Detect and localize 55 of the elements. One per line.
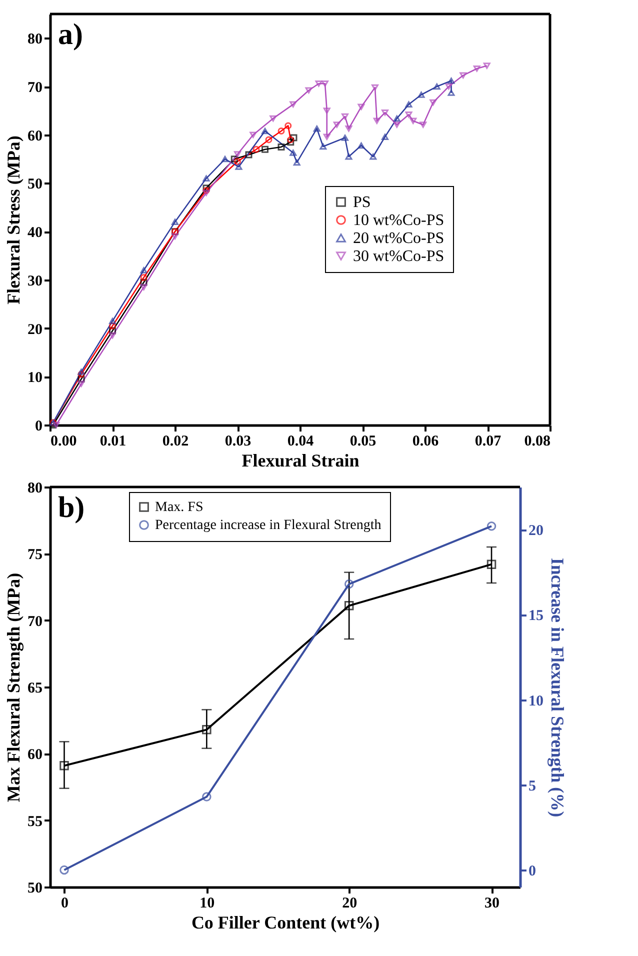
x-tick-label: 0.08 (524, 434, 550, 450)
y-tick-label: 70 (28, 80, 42, 96)
legend-label: 10 wt%Co-PS (353, 212, 444, 229)
x-tick-label: 10 (200, 896, 215, 912)
point (202, 725, 212, 734)
y-tick-label: 10 (28, 370, 42, 386)
point (344, 601, 354, 610)
y2-tick-label: 5 (528, 778, 536, 794)
y-tick-label: 80 (28, 480, 42, 496)
x-tick-label: 0.07 (474, 434, 502, 450)
legend-label: PS (353, 194, 371, 211)
legend-label: Max. FS (155, 500, 204, 515)
legend-label: Percentage increase in Flexural Strength (155, 518, 382, 533)
y-tick-label: 60 (28, 747, 42, 764)
y-tick-label: 0 (35, 418, 42, 434)
y2-tick-label: 0 (528, 863, 536, 880)
y2-tick-label: 15 (528, 608, 544, 624)
y-tick-label: 75 (28, 547, 42, 564)
annotation: b) (58, 491, 85, 524)
y-tick-label: 65 (28, 680, 42, 696)
y-tick-label: 20 (28, 322, 42, 338)
x-tick-label: 0.05 (350, 434, 376, 450)
point (60, 865, 69, 875)
point (486, 560, 496, 569)
x-tick-label: 0.03 (224, 434, 252, 450)
legend-label: 30 wt%Co-PS (353, 248, 444, 265)
x-tick-label: 0 (60, 896, 68, 912)
x-tick-label: 30 (484, 896, 500, 912)
y-axis-title: Max Flexural Strength (MPa) (4, 572, 24, 802)
legend-label: 20 wt%Co-PS (353, 230, 444, 247)
x-tick-label: 0.06 (412, 434, 440, 450)
point (344, 579, 354, 589)
y-tick-label: 60 (28, 128, 42, 144)
x-tick-label: 0.02 (162, 434, 189, 450)
x-tick-label: 0.04 (287, 434, 314, 450)
y-tick-label: 70 (28, 614, 42, 630)
point (486, 522, 496, 531)
y2-tick-label: 20 (528, 523, 544, 540)
x-tick-label: 0.00 (50, 434, 77, 450)
y-tick-label: 80 (28, 32, 42, 48)
point (60, 761, 69, 770)
x-axis-title: Flexural Strain (242, 450, 360, 470)
y2-axis-title: Increase in Flexural Strength (%) (548, 558, 568, 818)
point (202, 792, 212, 802)
y-tick-label: 50 (28, 880, 42, 896)
y2-tick-label: 10 (528, 693, 544, 710)
x-tick-label: 0.01 (100, 434, 126, 450)
y-tick-label: 50 (28, 176, 42, 193)
annotation: a) (58, 18, 83, 51)
y-axis-title: Flexural Stress (MPa) (4, 136, 24, 304)
x-axis-title: Co Filler Content (wt%) (191, 912, 380, 932)
y-tick-label: 30 (28, 273, 42, 290)
x-tick-label: 20 (342, 896, 358, 912)
y-tick-label: 40 (28, 225, 42, 242)
y-tick-label: 55 (28, 814, 42, 830)
